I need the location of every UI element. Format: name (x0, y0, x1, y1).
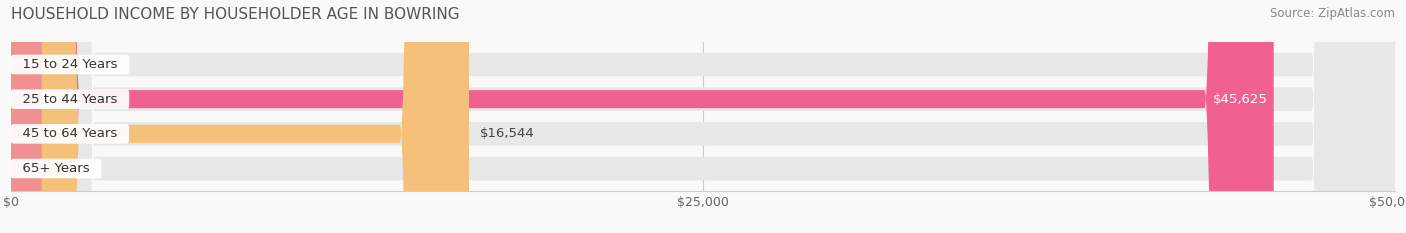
Text: 25 to 44 Years: 25 to 44 Years (14, 93, 127, 106)
Text: HOUSEHOLD INCOME BY HOUSEHOLDER AGE IN BOWRING: HOUSEHOLD INCOME BY HOUSEHOLDER AGE IN B… (11, 7, 460, 22)
Text: Source: ZipAtlas.com: Source: ZipAtlas.com (1270, 7, 1395, 20)
FancyBboxPatch shape (11, 0, 1395, 233)
FancyBboxPatch shape (11, 0, 1395, 233)
Text: $45,625: $45,625 (1213, 93, 1268, 106)
FancyBboxPatch shape (11, 0, 470, 233)
FancyBboxPatch shape (11, 0, 42, 233)
Text: $0: $0 (53, 162, 70, 175)
FancyBboxPatch shape (11, 0, 1274, 233)
Text: $0: $0 (53, 58, 70, 71)
Text: 15 to 24 Years: 15 to 24 Years (14, 58, 127, 71)
FancyBboxPatch shape (11, 0, 42, 233)
FancyBboxPatch shape (11, 0, 1395, 233)
Text: $16,544: $16,544 (479, 127, 534, 140)
Text: 65+ Years: 65+ Years (14, 162, 98, 175)
Text: 45 to 64 Years: 45 to 64 Years (14, 127, 125, 140)
FancyBboxPatch shape (11, 0, 1395, 233)
